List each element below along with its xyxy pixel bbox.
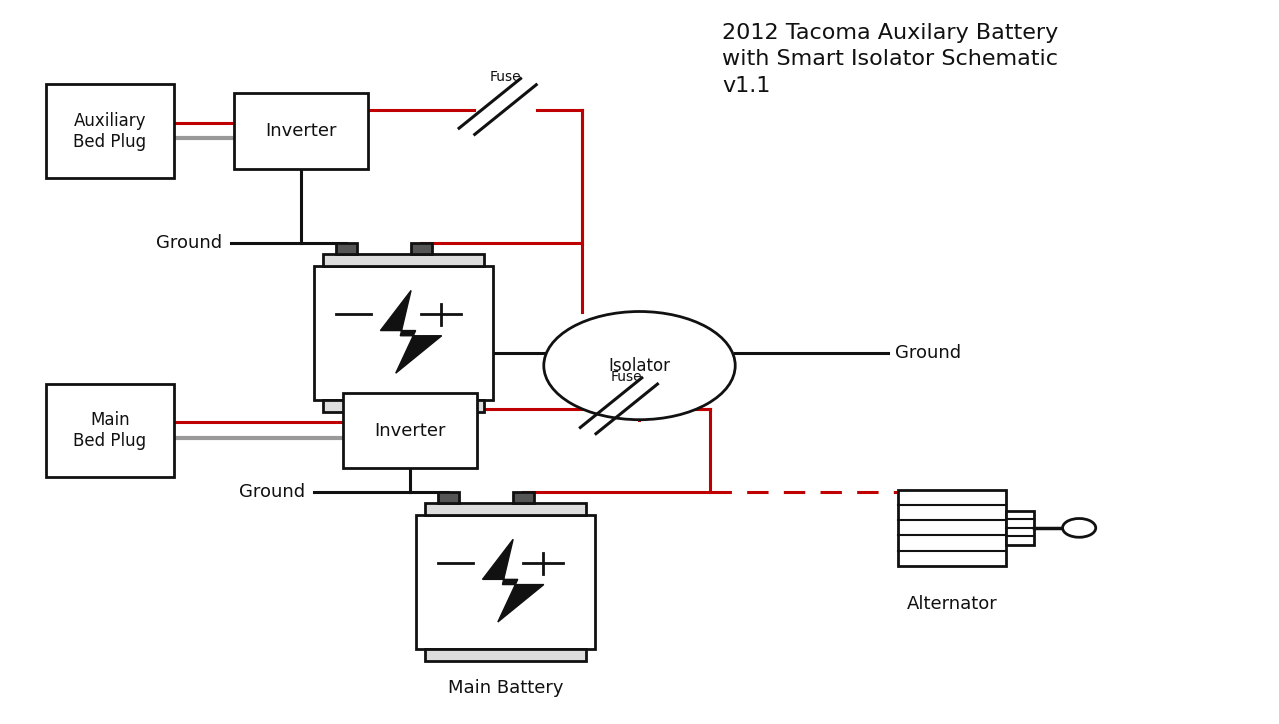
FancyBboxPatch shape (411, 243, 432, 254)
Circle shape (544, 311, 735, 420)
FancyBboxPatch shape (46, 84, 174, 178)
FancyBboxPatch shape (425, 649, 586, 661)
FancyBboxPatch shape (324, 400, 483, 412)
Text: Ground: Ground (156, 234, 223, 252)
Circle shape (1063, 518, 1096, 537)
FancyBboxPatch shape (234, 93, 368, 169)
FancyBboxPatch shape (324, 254, 483, 266)
Text: Inverter: Inverter (266, 122, 338, 140)
FancyBboxPatch shape (425, 503, 586, 515)
Text: Ground: Ground (239, 483, 306, 501)
FancyBboxPatch shape (1007, 511, 1035, 545)
Polygon shape (380, 290, 441, 373)
Text: Inverter: Inverter (373, 421, 445, 439)
FancyBboxPatch shape (416, 515, 595, 649)
FancyBboxPatch shape (898, 490, 1007, 565)
Text: Isolator: Isolator (609, 357, 670, 374)
FancyBboxPatch shape (513, 492, 535, 503)
Polygon shape (482, 539, 544, 622)
Text: Ground: Ground (895, 344, 961, 361)
Text: Main
Bed Plug: Main Bed Plug (73, 411, 146, 450)
Text: Main Battery: Main Battery (448, 678, 563, 696)
Text: 2012 Tacoma Auxilary Battery
with Smart Isolator Schematic
v1.1: 2012 Tacoma Auxilary Battery with Smart … (723, 23, 1059, 96)
FancyBboxPatch shape (437, 492, 459, 503)
FancyBboxPatch shape (46, 384, 174, 477)
Text: Fuse: Fuse (490, 70, 522, 84)
Text: Alternator: Alternator (907, 594, 998, 613)
FancyBboxPatch shape (335, 243, 357, 254)
FancyBboxPatch shape (315, 266, 492, 400)
Text: Auxiliary
Battery: Auxiliary Battery (365, 430, 443, 468)
Text: Auxiliary
Bed Plug: Auxiliary Bed Plug (73, 111, 146, 151)
FancyBboxPatch shape (343, 392, 477, 468)
Text: Fuse: Fuse (611, 370, 642, 384)
